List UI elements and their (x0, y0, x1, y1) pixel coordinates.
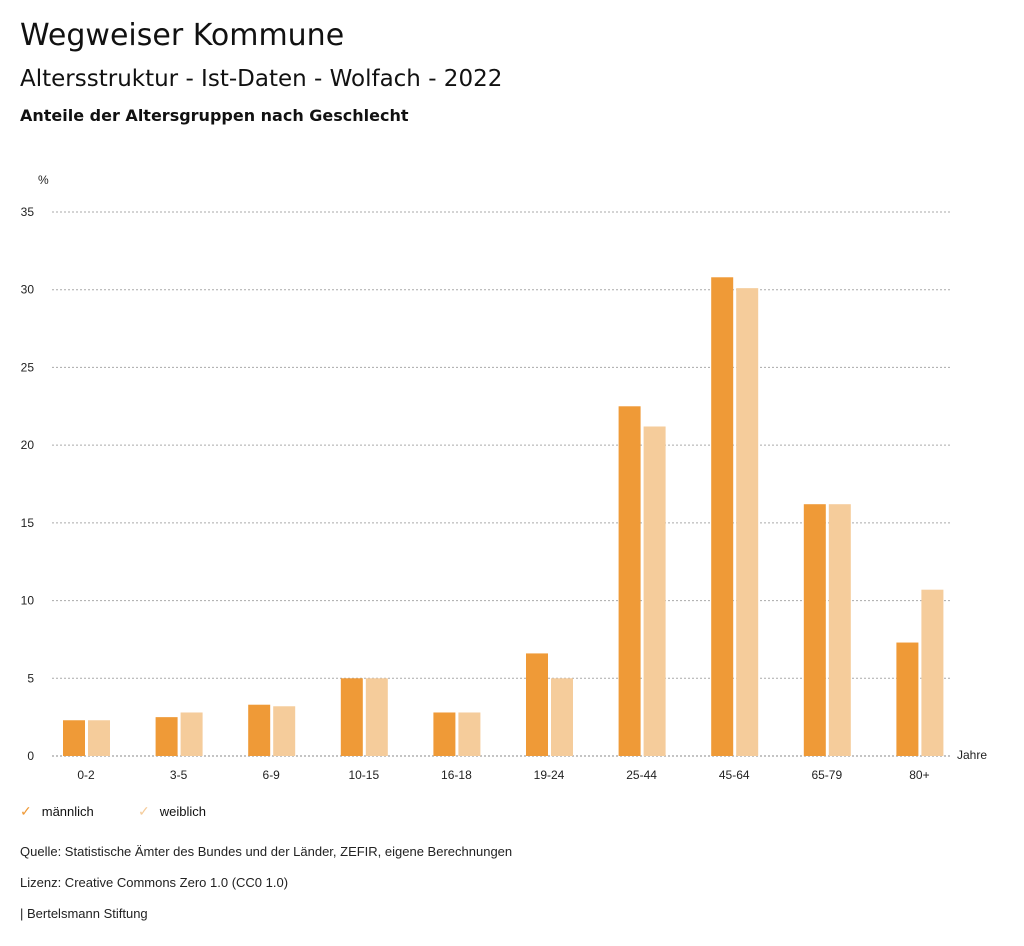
check-icon: ✓ (138, 803, 150, 819)
bar-weiblich (88, 720, 110, 756)
legend-label: männlich (41, 804, 94, 819)
bar-weiblich (180, 712, 203, 756)
bar-maennlich (63, 720, 85, 756)
page-title: Wegweiser Kommune (20, 18, 345, 53)
x-tick-label: 25-44 (626, 768, 657, 782)
bar-maennlich (248, 704, 271, 756)
legend-item-weiblich[interactable]: ✓ weiblich (138, 803, 206, 820)
bar-maennlich (526, 653, 548, 756)
source-note: Quelle: Statistische Ämter des Bundes un… (20, 844, 513, 859)
bar-weiblich (921, 589, 944, 756)
x-tick-label: 19-24 (534, 768, 565, 782)
license-note: Lizenz: Creative Commons Zero 1.0 (CC0 1… (20, 875, 289, 890)
bar-weiblich (643, 426, 666, 756)
check-icon: ✓ (20, 803, 32, 819)
bar-maennlich (803, 504, 826, 756)
bar-maennlich (618, 406, 641, 756)
x-tick-label: 0-2 (77, 768, 95, 782)
x-tick-label: 3-5 (170, 768, 188, 782)
bar-chart: % Jahre 0 5 10 15 20 25 30 35 0-2 3-5 6-9 10-15 16-1… (21, 173, 988, 782)
y-tick-label: 5 (27, 671, 34, 685)
bar-weiblich (365, 678, 388, 756)
bar-maennlich (155, 717, 178, 756)
y-tick-label: 10 (21, 594, 35, 608)
legend-item-maennlich[interactable]: ✓ männlich (20, 803, 94, 820)
bar-weiblich (458, 712, 481, 756)
bar-weiblich (551, 678, 573, 756)
y-tick-label: 25 (21, 360, 35, 374)
brand-note: | Bertelsmann Stiftung (20, 906, 148, 921)
legend-label: weiblich (159, 804, 206, 819)
bar-maennlich (711, 277, 734, 756)
y-tick-label: 20 (21, 438, 35, 452)
x-tick-label: 16-18 (441, 768, 472, 782)
x-tick-label: 45-64 (719, 768, 750, 782)
x-tick-label: 65-79 (811, 768, 842, 782)
y-tick-label: 35 (21, 205, 35, 219)
x-axis-label: Jahre (957, 748, 987, 762)
x-tick-label: 80+ (909, 768, 929, 782)
y-tick-label: 30 (21, 283, 35, 297)
y-tick-label: 15 (21, 516, 35, 530)
y-tick-label: 0 (27, 749, 34, 763)
bar-maennlich (896, 642, 919, 756)
chart-title: Anteile der Altersgruppen nach Geschlech… (20, 106, 409, 125)
bar-maennlich (340, 678, 363, 756)
x-tick-label: 6-9 (263, 768, 281, 782)
y-axis-label: % (38, 173, 49, 187)
page-subtitle: Altersstruktur - Ist-Daten - Wolfach - 2… (20, 66, 503, 92)
bar-weiblich (736, 288, 759, 756)
bar-maennlich (433, 712, 456, 756)
x-tick-label: 10-15 (348, 768, 379, 782)
bar-weiblich (828, 504, 851, 756)
bar-weiblich (273, 706, 296, 756)
